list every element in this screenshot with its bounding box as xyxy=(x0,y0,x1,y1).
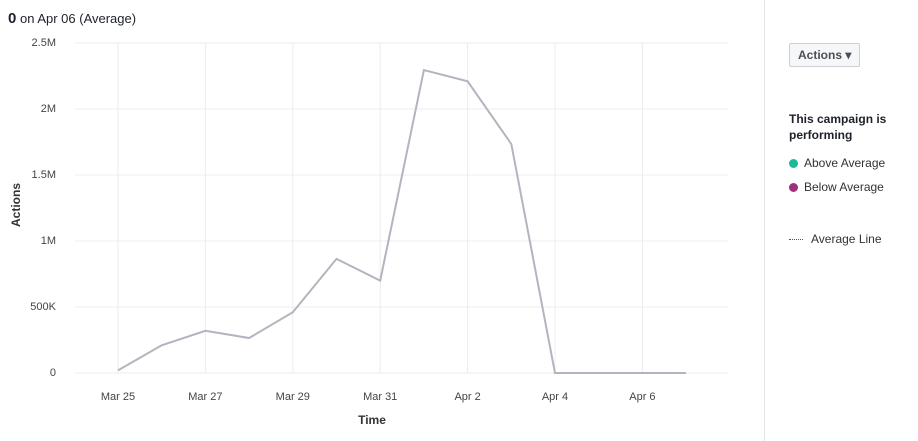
y-tick-label: 1M xyxy=(41,235,56,247)
x-tick-label: Apr 2 xyxy=(454,391,480,403)
legend-label: Above Average xyxy=(804,156,886,170)
x-tick-label: Mar 25 xyxy=(101,391,135,403)
legend-label: Below Average xyxy=(804,180,884,194)
y-axis-label: Actions xyxy=(9,183,23,227)
actions-button[interactable]: Actions ▾ xyxy=(789,43,861,67)
y-tick-label: 2.5M xyxy=(32,37,56,49)
legend-dot xyxy=(789,159,798,168)
x-tick-label: Mar 31 xyxy=(363,391,397,403)
header-text: on Apr 06 (Average) xyxy=(19,11,137,26)
header-value: 0 xyxy=(8,10,17,27)
y-tick-label: 1.5M xyxy=(32,169,56,181)
legend-title: This campaign is performing xyxy=(789,112,887,142)
x-tick-label: Apr 4 xyxy=(542,391,568,403)
y-tick-label: 0 xyxy=(50,367,56,379)
legend-item: Average Line xyxy=(789,232,882,246)
side-panel: Actions ▾ This campaign is performing Ab… xyxy=(764,0,918,441)
y-tick-label: 2M xyxy=(41,103,56,115)
button-label[interactable]: Actions xyxy=(798,48,843,62)
legend-item: Below Average xyxy=(789,180,884,194)
data-line xyxy=(117,68,687,374)
x-tick-label: Mar 27 xyxy=(188,391,222,403)
legend-item: Above Average xyxy=(789,156,885,170)
chart: Actions Time 0 500K 1M 1.5M 2M 2.5M Mar 25 Mar … xyxy=(9,37,728,427)
x-tick-label: Mar 29 xyxy=(276,391,310,403)
x-axis-label: Time xyxy=(358,413,386,427)
legend-label: Average Line xyxy=(811,232,882,246)
legend-dot xyxy=(789,183,798,192)
y-tick-label: 500K xyxy=(30,301,56,313)
legend-dash xyxy=(789,239,803,240)
header: 0 on Apr 06 (Average) xyxy=(8,10,136,27)
x-tick-label: Apr 6 xyxy=(629,391,655,403)
